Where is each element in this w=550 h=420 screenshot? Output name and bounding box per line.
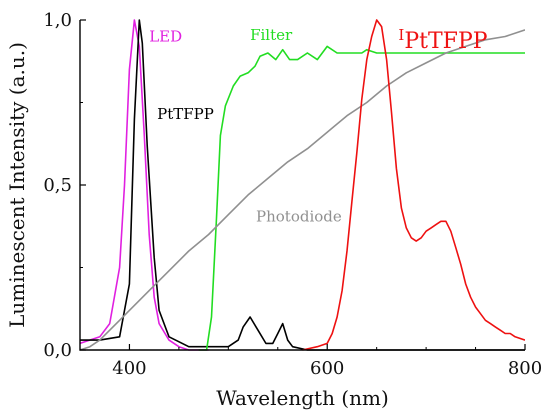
series-line-led [80, 19, 209, 351]
series-line-i-pttfpp [302, 19, 525, 351]
annotation-filter: Filter [250, 26, 293, 44]
annotation-i-pttfpp: IPtTFPP [398, 26, 487, 54]
axes: 400 600 800 0,0 0,5 1,0 [43, 10, 542, 379]
annotation-photodiode: Photodiode [256, 207, 342, 225]
annotation-pttfpp: PtTFPP [157, 105, 214, 123]
series-line-filter [198, 45, 525, 351]
y-tick-label: 0,5 [43, 175, 72, 196]
y-tick-label: 1,0 [43, 10, 72, 31]
plot-area [80, 19, 525, 351]
series-line-photodiode [80, 29, 525, 351]
series-line-pttfpp [80, 19, 525, 351]
x-axis-label: Wavelength (nm) [216, 386, 389, 410]
y-tick-label: 0,0 [43, 340, 72, 361]
y-axis-label: Luminescent Intensity (a.u.) [5, 42, 29, 328]
x-tick-label: 400 [112, 358, 146, 379]
annotation-led: LED [149, 27, 182, 45]
annotation-main-text: I [398, 26, 404, 44]
x-tick-label: 800 [508, 358, 542, 379]
annotation-subscript: PtTFPP [404, 29, 487, 54]
x-tick-label: 600 [310, 358, 344, 379]
